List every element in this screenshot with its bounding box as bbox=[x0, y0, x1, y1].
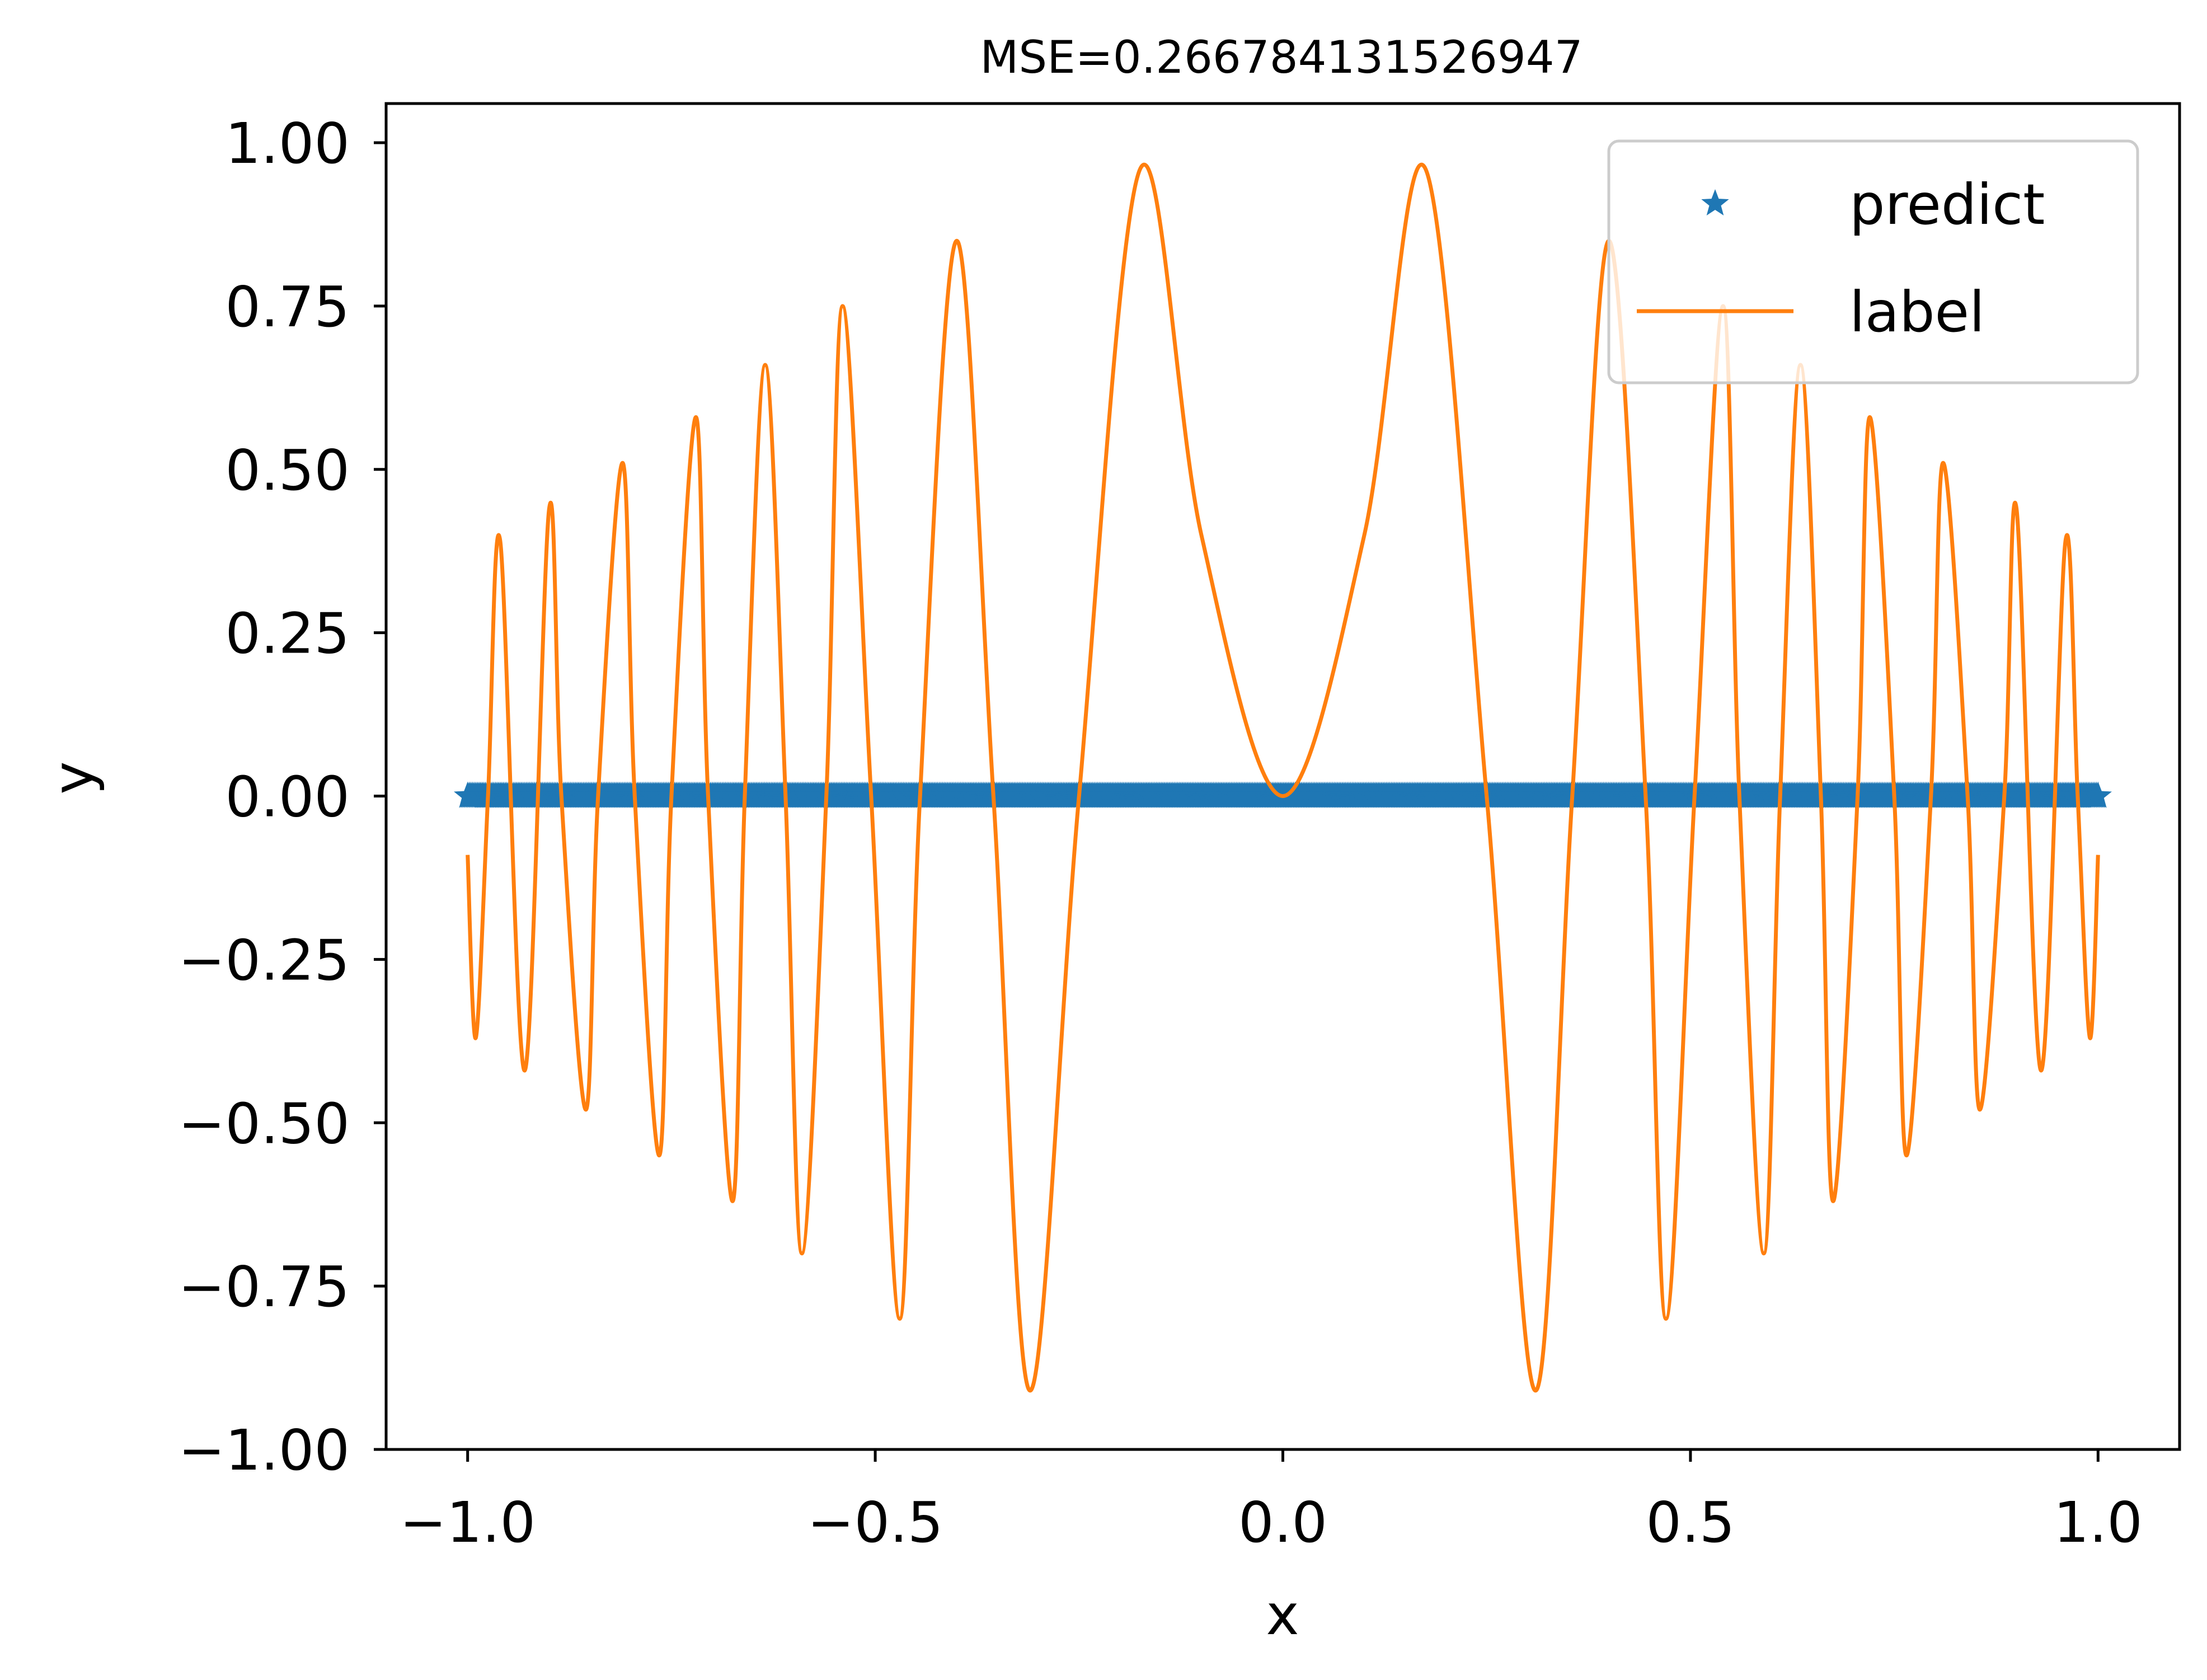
x-tick-label: −0.5 bbox=[807, 1490, 943, 1555]
legend: predict label bbox=[1607, 139, 2139, 384]
x-axis: −1.0 −0.5 0.0 0.5 1.0 bbox=[400, 1449, 2143, 1555]
x-tick-label: 0.5 bbox=[1646, 1490, 1735, 1555]
predict-point bbox=[2084, 781, 2112, 808]
x-tick-label: 0.0 bbox=[1238, 1490, 1327, 1555]
y-tick-label: −0.50 bbox=[179, 1091, 350, 1156]
y-tick-label: −0.75 bbox=[179, 1254, 350, 1320]
series-predict bbox=[454, 781, 2112, 808]
y-tick-label: 1.00 bbox=[225, 111, 350, 176]
x-axis-label: x bbox=[1266, 1582, 1299, 1648]
y-tick-label: −0.25 bbox=[179, 927, 350, 993]
series-layer bbox=[454, 162, 2112, 1393]
series-label-line bbox=[466, 162, 2100, 1393]
x-tick-label: 1.0 bbox=[2054, 1490, 2143, 1555]
y-tick-label: 0.75 bbox=[225, 274, 350, 340]
y-tick-label: 0.00 bbox=[225, 764, 350, 830]
legend-predict-label: predict bbox=[1849, 172, 2045, 237]
legend-label-label: label bbox=[1849, 279, 1985, 345]
x-tick-label: −1.0 bbox=[400, 1490, 536, 1555]
y-axis: 1.00 0.75 0.50 0.25 0.00 −0.25 −0.50 −0.75 −1.00 bbox=[179, 111, 386, 1483]
legend-predict-marker bbox=[1701, 189, 1729, 215]
y-tick-label: 0.25 bbox=[225, 601, 350, 667]
y-tick-label: −1.00 bbox=[179, 1418, 350, 1483]
y-axis-label: y bbox=[40, 761, 106, 794]
legend-box bbox=[1607, 139, 2139, 384]
chart-title: MSE=0.266784131526947 bbox=[980, 31, 1583, 83]
y-tick-label: 0.50 bbox=[225, 438, 350, 503]
